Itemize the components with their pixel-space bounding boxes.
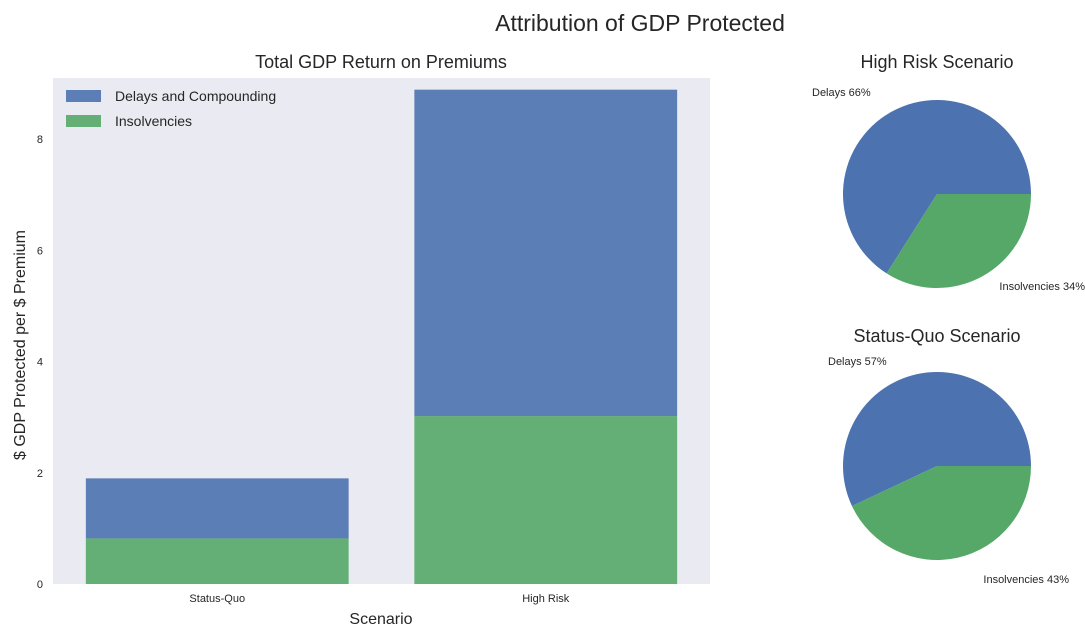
- y-axis-label: $ GDP Protected per $ Premium: [12, 230, 29, 460]
- y-tick-label: 8: [37, 134, 43, 146]
- status-quo-pie-slices: [842, 371, 1031, 560]
- x-axis-label: Scenario: [349, 611, 412, 624]
- legend-swatch: [66, 90, 101, 102]
- pie-slice: [851, 466, 1031, 560]
- figure-title: Attribution of GDP Protected: [495, 10, 785, 36]
- status-quo-pie-chart: Status-Quo Scenario Delays 57% Insolvenc…: [828, 326, 1069, 586]
- legend-swatch: [66, 115, 101, 127]
- x-tick-label: High Risk: [522, 593, 570, 605]
- pie-slice: [842, 100, 1031, 274]
- x-axis-ticks: Status-Quo High Risk: [189, 593, 569, 605]
- y-axis-ticks: 0 2 4 6 8: [37, 134, 43, 591]
- high-risk-pie-slices: [842, 100, 1031, 289]
- pie-slice: [886, 194, 1031, 289]
- y-tick-label: 2: [37, 468, 43, 480]
- x-tick-label: Status-Quo: [189, 593, 245, 605]
- y-tick-label: 0: [37, 579, 43, 591]
- bar-high-risk-insolvencies: [414, 416, 678, 584]
- bar-chart: Total GDP Return on Premiums 0 2 4 6 8 Statu…: [12, 52, 710, 624]
- legend-label: Insolvencies: [115, 113, 192, 129]
- bar-high-risk-delays-and-compounding: [414, 89, 678, 417]
- y-tick-label: 6: [37, 245, 43, 257]
- status-quo-delays-label: Delays 57%: [828, 356, 887, 368]
- legend: Delays and Compounding Insolvencies: [66, 88, 276, 129]
- high-risk-pie-title: High Risk Scenario: [860, 52, 1013, 72]
- pie-slice: [842, 371, 1031, 507]
- status-quo-pie-title: Status-Quo Scenario: [853, 326, 1020, 346]
- legend-label: Delays and Compounding: [115, 88, 276, 104]
- bar-chart-title: Total GDP Return on Premiums: [255, 52, 507, 72]
- bar-status-quo-insolvencies: [85, 538, 349, 584]
- high-risk-delays-label: Delays 66%: [812, 87, 871, 99]
- status-quo-insolvencies-label: Insolvencies 43%: [983, 574, 1069, 586]
- high-risk-insolvencies-label: Insolvencies 34%: [999, 281, 1085, 293]
- high-risk-pie-chart: High Risk Scenario Delays 66% Insolvenci…: [812, 52, 1085, 293]
- y-tick-label: 4: [37, 357, 43, 369]
- bar-status-quo-delays-and-compounding: [85, 478, 349, 539]
- bar-group: [85, 89, 678, 584]
